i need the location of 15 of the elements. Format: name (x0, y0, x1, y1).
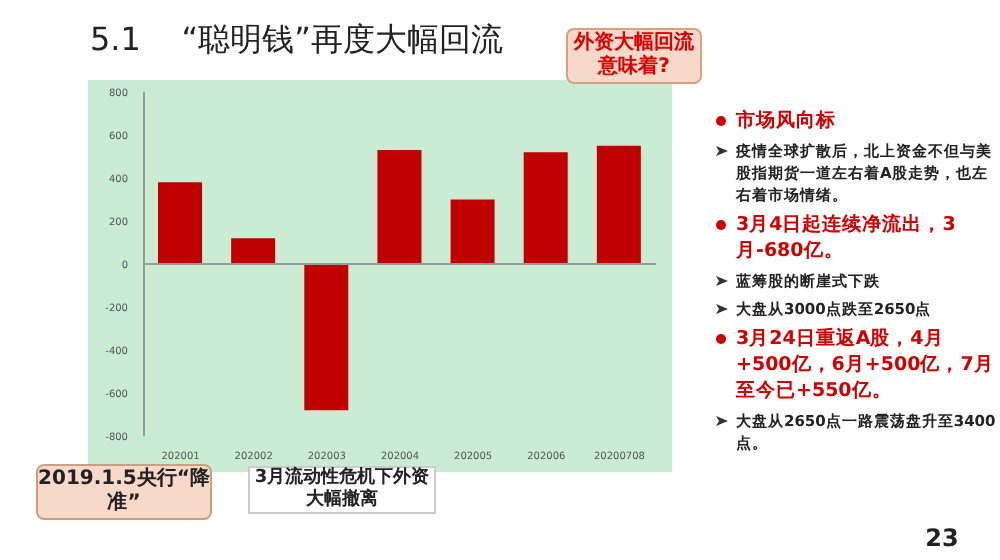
text: 外资大幅回流意味着? (566, 28, 702, 84)
text: 市场风向标 (736, 108, 836, 134)
text: 23 (923, 524, 961, 552)
text: 2019.1.5央行“降准” (36, 464, 212, 520)
text: 3月4日起连续净流出，3月-680亿。 (736, 212, 958, 264)
text: 3月24日重返A股，4月+500亿，6月+500亿，7月至今已+550亿。 (736, 326, 996, 404)
bar (304, 264, 349, 411)
bar (377, 150, 422, 264)
text: 3月流动性危机下外资大幅撤离 (248, 466, 436, 514)
bar (158, 182, 202, 264)
bar (450, 199, 495, 264)
bar (596, 145, 641, 264)
chart-title: 5.1 “聪明钱”再度大幅回流 (90, 20, 503, 62)
bar (231, 238, 276, 264)
bar (523, 152, 568, 264)
